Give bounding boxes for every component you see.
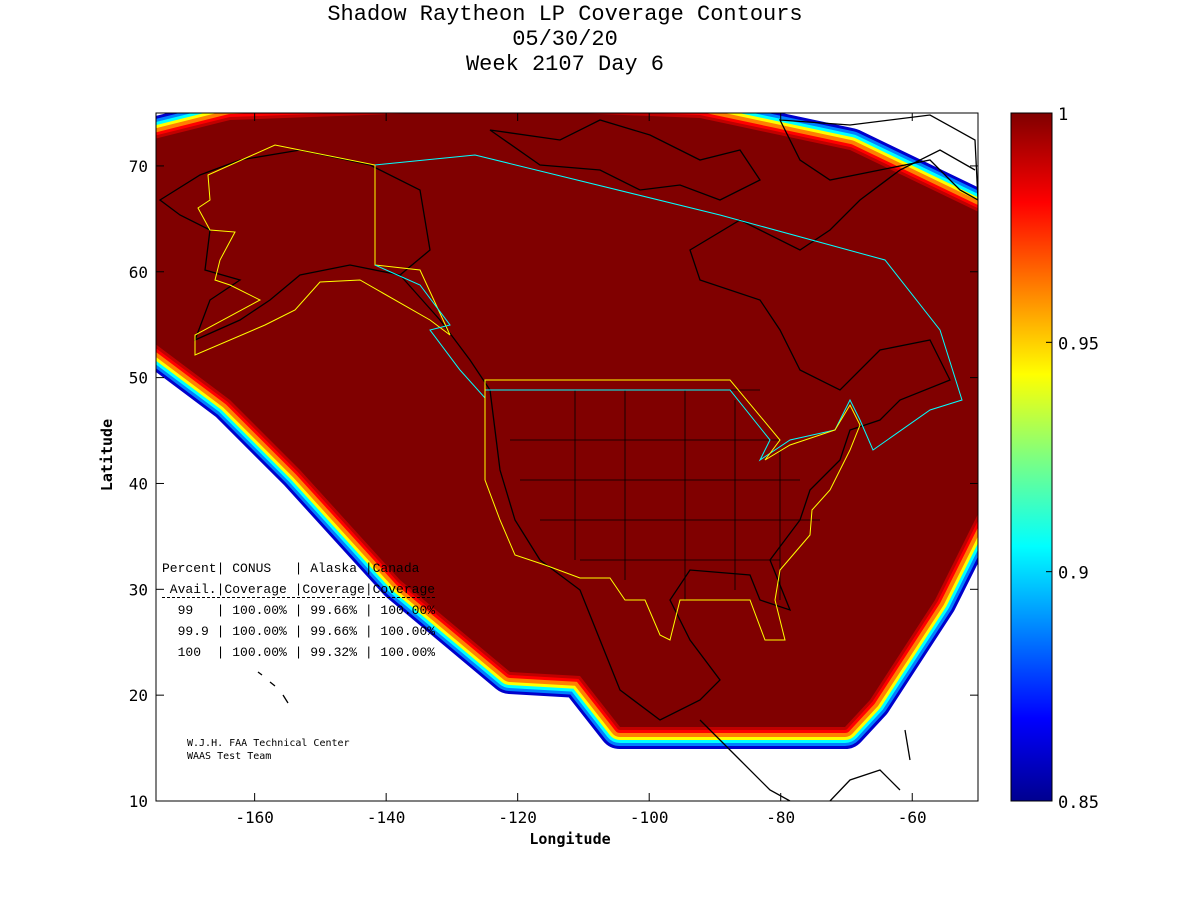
colorbar-tick-label: 0.95 — [1058, 334, 1099, 354]
region-boundaries — [194, 144, 963, 641]
table-row: 99 | 100.00% | 99.66% | 100.00% — [162, 603, 436, 618]
x-tick-label: -100 — [630, 808, 669, 827]
conus-boundary — [484, 379, 861, 641]
alaska-boundary — [194, 144, 451, 356]
colorbar-tick-label: 1 — [1058, 105, 1068, 125]
y-tick-label: 20 — [129, 686, 148, 705]
y-tick-label: 60 — [129, 263, 148, 282]
table-row: 100 | 100.00% | 99.32% | 100.00% — [162, 645, 436, 660]
y-axis-label: Latitude — [98, 419, 116, 491]
axes: -160 -140 -120 -100 -80 -60 10 20 30 40 50 60 70 — [129, 113, 978, 827]
plot-frame — [155, 112, 979, 802]
y-tick-label: 40 — [129, 474, 148, 493]
colorbar — [1010, 112, 1053, 802]
colorbar-tick-label: 0.85 — [1058, 793, 1099, 813]
table-header-2: Avail.|Coverage |Coverage|Coverage — [162, 582, 436, 598]
chart-title: Shadow Raytheon LP Coverage Contours — [327, 2, 803, 27]
x-axis-label: Longitude — [529, 830, 610, 848]
x-tick-label: -60 — [898, 808, 927, 827]
colorbar-ticks: 0.85 0.9 0.95 1 — [1046, 105, 1099, 813]
y-tick-label: 30 — [129, 580, 148, 599]
central-america-coast — [699, 719, 911, 801]
table-row: 99.9 | 100.00% | 99.66% | 100.00% — [162, 624, 436, 639]
coverage-contours — [156, 113, 978, 749]
canada-boundary — [374, 154, 963, 462]
y-tick-label: 50 — [129, 369, 148, 388]
full-coverage-region — [156, 113, 978, 727]
y-tick-label: 70 — [129, 157, 148, 176]
arctic-islands — [489, 119, 761, 201]
x-tick-label: -140 — [367, 808, 406, 827]
footer-line-1: W.J.H. FAA Technical Center — [187, 738, 350, 749]
hawaii — [257, 671, 289, 704]
chart-week: Week 2107 Day 6 — [465, 52, 665, 77]
x-tick-label: -120 — [498, 808, 537, 827]
table-header-1: Percent| CONUS | Alaska |Canada — [162, 561, 420, 576]
greenland-coast — [778, 114, 978, 201]
y-tick-label: 10 — [129, 792, 148, 811]
x-tick-label: -80 — [766, 808, 795, 827]
chart-date: 05/30/20 — [512, 27, 618, 52]
x-tick-label: -160 — [235, 808, 274, 827]
colorbar-tick-label: 0.9 — [1058, 564, 1089, 584]
footer-line-2: WAAS Test Team — [187, 751, 272, 762]
